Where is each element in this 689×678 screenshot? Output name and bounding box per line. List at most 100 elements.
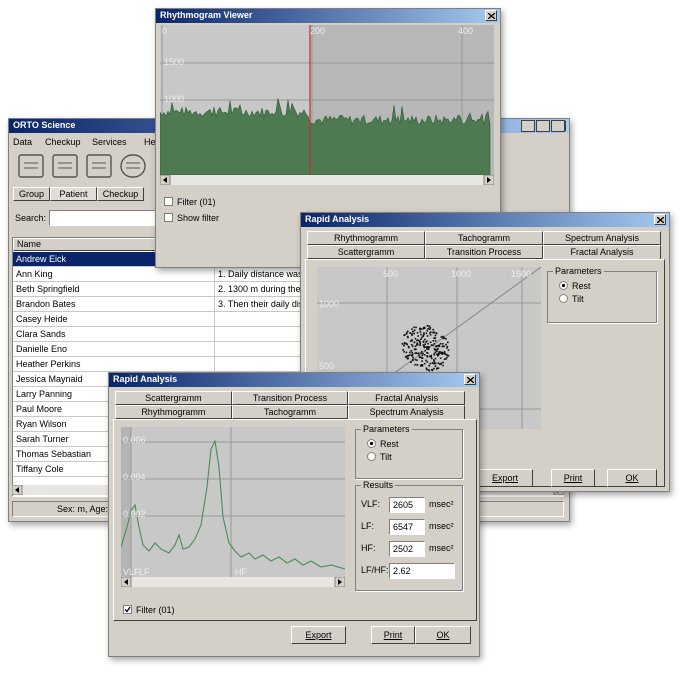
scatter-dot (419, 342, 422, 345)
radio-button[interactable] (559, 294, 568, 303)
search-input[interactable] (49, 210, 169, 226)
result-field[interactable]: 2.62 (389, 563, 455, 579)
tab[interactable]: Checkup (97, 187, 144, 201)
checkbox-label[interactable]: Filter (01) (136, 605, 175, 615)
toolbar-glyph (92, 162, 106, 169)
scroll-track (121, 577, 345, 587)
plot-bg (121, 427, 345, 577)
scatter-dot (433, 331, 436, 334)
tab[interactable]: Scattergramm (115, 391, 232, 405)
scatter-dot (414, 345, 417, 348)
checkbox[interactable] (164, 197, 173, 206)
tab[interactable]: Transition Process (231, 391, 349, 405)
patient-name: Brandon Bates (16, 299, 76, 309)
scatter-dot (430, 355, 432, 358)
radio-button[interactable] (367, 452, 376, 461)
tab[interactable]: Transition Process (425, 245, 543, 259)
scatter-dot (432, 344, 434, 347)
tab[interactable]: Rhythmogramm (115, 405, 232, 419)
checkbox[interactable] (164, 213, 173, 222)
patient-name: Andrew Eick (16, 254, 67, 264)
scatter-dot (411, 328, 413, 330)
scatter-dot (405, 331, 408, 334)
scatter-dot (413, 341, 416, 344)
tab[interactable]: Tachogramm (425, 231, 543, 245)
result-field[interactable]: 2502 (389, 541, 425, 557)
scatter-dot (440, 352, 443, 355)
scatter-dot (414, 337, 417, 340)
result-field[interactable]: 2605 (389, 497, 425, 513)
button[interactable]: OK (415, 626, 471, 644)
scatter-dot (403, 344, 405, 347)
scatter-dot (411, 353, 414, 356)
x-label: 400 (458, 26, 474, 36)
menu-item[interactable]: Help (144, 137, 163, 147)
list-row[interactable]: Clara Sands (13, 327, 563, 342)
list-row[interactable]: Beth Springfield (13, 282, 563, 297)
button[interactable]: Print (371, 626, 415, 644)
scatter-dot (426, 356, 429, 358)
scatter-dot (434, 337, 437, 339)
tab[interactable]: Scattergramm (307, 245, 425, 259)
close-button[interactable] (485, 10, 497, 21)
menu-item[interactable]: Checkup (45, 137, 81, 147)
list-row[interactable]: Brandon Bates (13, 297, 563, 312)
scatter-dot (430, 357, 433, 360)
patient-name: Tiffany Cole (16, 464, 64, 474)
scatter-dot (433, 353, 436, 356)
checkbox[interactable] (123, 605, 132, 614)
radio-label[interactable]: Tilt (572, 294, 584, 304)
close-button[interactable] (654, 214, 666, 225)
tab[interactable]: Fractal Analysis (543, 245, 661, 259)
tab[interactable]: Patient (50, 187, 97, 201)
button[interactable]: Export (291, 626, 346, 644)
radio-label[interactable]: Rest (380, 439, 399, 449)
scatter-dot (443, 345, 445, 347)
tab[interactable]: Spectrum Analysis (348, 405, 465, 419)
scatter-dot (414, 352, 416, 355)
tab[interactable]: Spectrum Analysis (543, 231, 661, 245)
menu-item[interactable]: Data (13, 137, 33, 147)
close-button[interactable] (464, 374, 476, 385)
list-row[interactable]: Danielle Eno (13, 342, 563, 357)
scatter-dot (446, 356, 448, 359)
patient-name: Jessica Maynaid (16, 374, 83, 384)
y-label: 1500 (164, 57, 185, 67)
tab[interactable]: Fractal Analysis (348, 391, 465, 405)
result-label: VLF: (361, 499, 381, 509)
spectrum-window: Rapid Analysis Scattergramm Transition Pro… (108, 372, 480, 657)
y-label: 0.002 (123, 509, 146, 519)
list-row[interactable]: Ann King (13, 267, 563, 282)
result-label: LF: (361, 521, 375, 531)
checkbox-label[interactable]: Show filter (177, 213, 220, 223)
tab[interactable]: Rhythmogramm (307, 231, 425, 245)
list-row[interactable]: Casey Heide (13, 312, 563, 327)
scatter-dot (412, 330, 415, 333)
button[interactable]: Print (551, 469, 595, 487)
scatter-dot (437, 353, 440, 356)
radio-button[interactable] (559, 281, 568, 290)
radio-button[interactable] (367, 439, 376, 448)
button[interactable]: OK (607, 469, 657, 487)
scatter-dot (447, 349, 450, 351)
result-field[interactable]: 6547 (389, 519, 425, 535)
tab[interactable]: Tachogramm (231, 405, 349, 419)
scatter-dot (440, 336, 443, 338)
scatter-dot (437, 352, 440, 355)
window-title: Rapid Analysis (305, 214, 370, 224)
scatter-dot (416, 352, 418, 355)
tab[interactable]: Group (13, 187, 50, 201)
scatter-dot (424, 349, 426, 352)
checkbox-label[interactable]: Filter (01) (177, 197, 216, 207)
list-row[interactable]: Heather Perkins (13, 357, 563, 372)
control-button (521, 120, 535, 132)
search-label: Search: (15, 213, 47, 223)
button[interactable]: Export (477, 469, 533, 487)
radio-label[interactable]: Tilt (380, 452, 392, 462)
scatter-dot (434, 365, 437, 367)
patient-name: Danielle Eno (16, 344, 68, 354)
scatter-dot (423, 354, 426, 356)
scatter-dot (405, 351, 408, 354)
radio-label[interactable]: Rest (572, 281, 591, 291)
menu-item[interactable]: Services (92, 137, 127, 147)
